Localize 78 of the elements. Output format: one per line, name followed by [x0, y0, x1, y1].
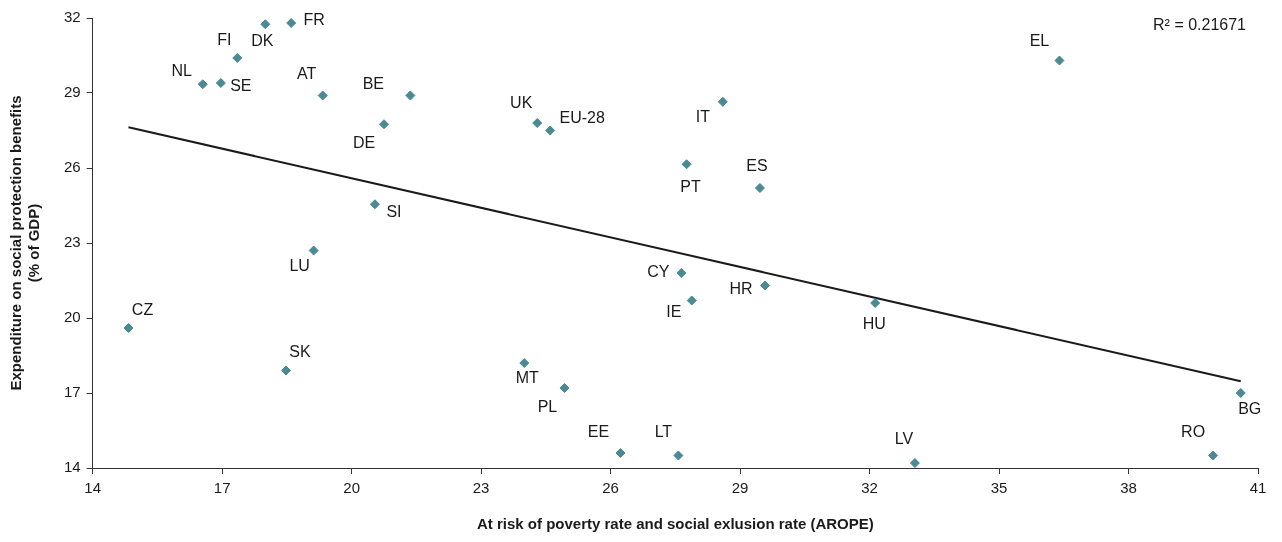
annotation: NL [171, 61, 193, 79]
point [260, 19, 271, 30]
point [232, 53, 243, 63]
annotation: ES [746, 157, 768, 175]
x-tick-label: 20 [343, 479, 360, 497]
annotation: SE [230, 77, 252, 95]
y-tick-label: 32 [64, 8, 81, 26]
point [379, 119, 390, 130]
y-tick-label: 23 [64, 233, 81, 251]
point [308, 245, 319, 256]
point [686, 295, 697, 306]
point [197, 79, 208, 90]
point [754, 183, 765, 193]
annotation: UK [510, 94, 533, 112]
point [870, 298, 881, 308]
y-tick-label: 14 [64, 458, 81, 476]
point [673, 450, 684, 461]
annotation: EE [587, 423, 610, 441]
y-tick-label: 26 [64, 158, 81, 176]
point [519, 358, 530, 368]
point [317, 90, 328, 101]
annotation: IT [695, 108, 711, 126]
y-tick-label: 17 [64, 383, 81, 401]
x-tick-label: 17 [213, 479, 231, 497]
y-axis-title: Expenditure on social protection benefits (% of GDP) [7, 95, 43, 391]
annotation: R² = 0.21671 [1153, 16, 1247, 34]
point [559, 383, 570, 393]
point [676, 268, 687, 278]
annotation: RO [1181, 422, 1206, 440]
point [760, 280, 771, 291]
x-tick-label: 29 [731, 479, 749, 497]
annotation: HU [862, 315, 886, 333]
annotation: EL [1029, 31, 1050, 49]
annotation: IE [666, 302, 682, 320]
point [545, 125, 556, 136]
x-tick-label: 32 [861, 479, 878, 497]
annotation: AT [297, 64, 317, 82]
x-tick-label: 26 [602, 479, 619, 497]
point [615, 448, 626, 458]
annotation: LT [654, 422, 673, 440]
point [123, 323, 134, 333]
annotation: SI [386, 202, 402, 220]
annotation: HR [729, 279, 753, 297]
point [909, 458, 920, 468]
x-tick-label: 41 [1249, 479, 1267, 497]
annotation: EU-28 [559, 108, 605, 126]
annotation: LU [289, 256, 310, 274]
annotation: MT [515, 369, 540, 387]
y-tick-label: 29 [64, 83, 81, 101]
annotation: CZ [131, 301, 154, 319]
point [1235, 388, 1246, 398]
x-tick-label: 35 [990, 479, 1008, 497]
x-tick-label: 23 [472, 479, 490, 497]
point [215, 78, 226, 88]
annotation: SK [289, 342, 312, 360]
point [281, 365, 292, 376]
point [1208, 450, 1219, 461]
x-axis-title: At risk of poverty rate and social exlusion rate (AROPE) [476, 515, 874, 533]
point [681, 159, 692, 170]
point [369, 199, 380, 210]
annotation: FI [217, 31, 232, 49]
y-tick-label: 20 [64, 308, 81, 326]
annotation: DE [352, 133, 376, 151]
x-tick-label: 38 [1120, 479, 1137, 497]
annotation: BE [362, 74, 385, 92]
point [1054, 55, 1065, 66]
annotation: DK [251, 31, 274, 49]
annotation: LV [894, 430, 914, 448]
point [286, 18, 297, 28]
annotation: BG [1238, 400, 1262, 418]
point [532, 118, 543, 128]
x-tick-label: 14 [84, 479, 102, 497]
point [717, 96, 728, 107]
annotation: PL [537, 398, 558, 416]
annotation: CY [647, 263, 670, 281]
annotation: FR [303, 11, 325, 29]
point [405, 90, 416, 101]
annotation: PT [680, 177, 702, 195]
